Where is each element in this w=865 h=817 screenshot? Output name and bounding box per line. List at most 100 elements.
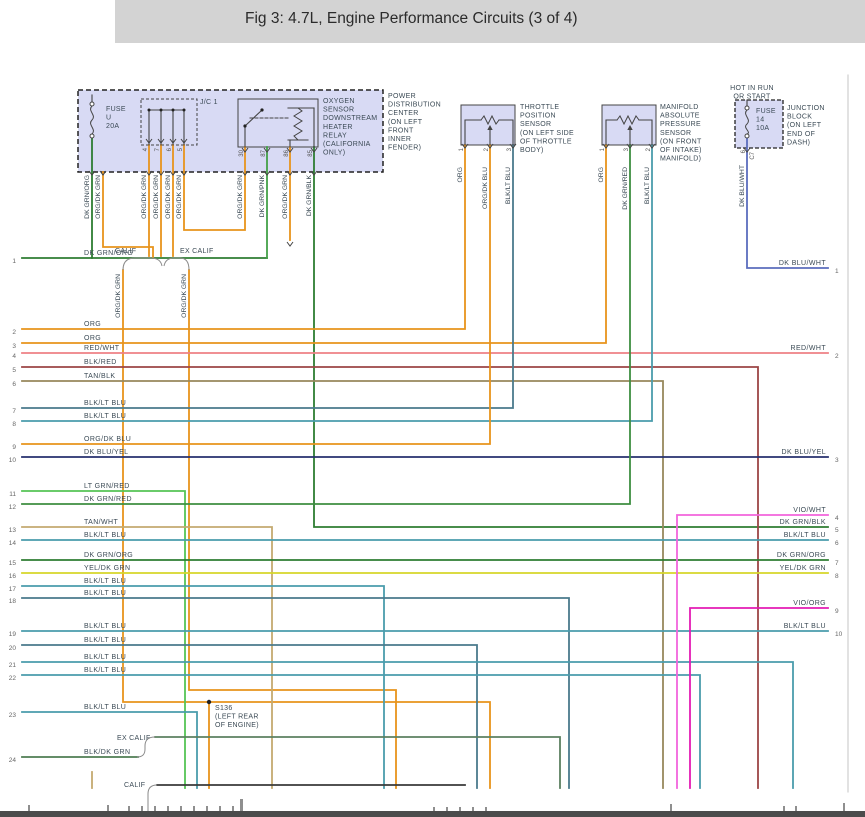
row-number-left: 19 bbox=[9, 631, 17, 638]
fuse-terminal-ring bbox=[89, 101, 95, 107]
wire-label-left: ORG bbox=[84, 321, 101, 328]
wire-label-left: LT GRN/RED bbox=[84, 483, 130, 490]
wire-label-vertical: ORG/DK GRN bbox=[153, 175, 160, 219]
row-number-left: 17 bbox=[9, 586, 17, 593]
wire-row3-org bbox=[21, 144, 607, 344]
row-number-right: 5 bbox=[835, 527, 839, 534]
wire-label-right: DK BLU/WHT bbox=[779, 260, 826, 267]
row-number-left: 9 bbox=[12, 444, 16, 451]
wire-label-left: BLK/LT BLU bbox=[84, 413, 126, 420]
row-number-right: 6 bbox=[835, 540, 839, 547]
row-number-left: 6 bbox=[12, 381, 16, 388]
wire-relay-85-dk-grn-blk bbox=[313, 146, 829, 528]
row-number-left: 16 bbox=[9, 573, 17, 580]
row-number-left: 8 bbox=[12, 421, 16, 428]
wire-label-left: BLK/LT BLU bbox=[84, 400, 126, 407]
row-number-right: 2 bbox=[835, 353, 839, 360]
wire-row9-org-dk-blu bbox=[21, 144, 491, 445]
wire-row5-blk-red bbox=[21, 366, 759, 789]
wire-label-vertical: DK GRN/ORG bbox=[84, 175, 91, 219]
bar-tick bbox=[154, 806, 156, 811]
wire-label-vertical: ORG/DK GRN bbox=[181, 274, 188, 318]
bar-tick bbox=[446, 807, 448, 811]
wire-label-vertical: ORG/DK GRN bbox=[176, 175, 183, 219]
bar-tick bbox=[783, 806, 785, 811]
tps-rail-left bbox=[464, 119, 482, 146]
terminal-arrow-icon bbox=[743, 147, 751, 153]
ex-calif-brace bbox=[163, 257, 190, 271]
bar-tick bbox=[433, 807, 435, 811]
wire-label-vertical: DK GRN/BLK bbox=[306, 175, 313, 217]
row-number-right: 8 bbox=[835, 573, 839, 580]
junction-connector-box bbox=[140, 98, 198, 146]
component-label: CALIF bbox=[124, 782, 145, 789]
wire-label-left: TAN/WHT bbox=[84, 519, 118, 526]
oxygen-sensor-relay-box bbox=[237, 98, 319, 148]
wire-label-vertical: ORG/DK GRN bbox=[115, 274, 122, 318]
row-number-left: 23 bbox=[9, 712, 17, 719]
terminal-arrow-icon bbox=[88, 170, 96, 176]
row-number-left: 12 bbox=[9, 504, 17, 511]
wire-ex-calif-org-dk-grn bbox=[188, 269, 397, 789]
wire-label-right: DK GRN/ORG bbox=[777, 552, 826, 559]
map-resistor-zigzag bbox=[616, 114, 640, 126]
wire-label-right: YEL/DK GRN bbox=[780, 565, 826, 572]
component-label: POWER DISTRIBUTION CENTER (ON LEFT FRONT INNE… bbox=[388, 93, 441, 152]
wire-row13-tan-wht bbox=[21, 526, 273, 789]
bar-tick bbox=[472, 807, 474, 811]
fuse-14-element bbox=[745, 109, 749, 135]
wire-label-vertical: ORG/DK GRN bbox=[237, 175, 244, 219]
fuse-u-element bbox=[90, 105, 94, 135]
wire-ex-calif-dk-grn bbox=[154, 736, 561, 789]
fuse-terminal-ring bbox=[744, 105, 750, 111]
terminal-arrow-icon bbox=[626, 143, 634, 149]
wire-label-right: BLK/LT BLU bbox=[784, 532, 826, 539]
row-number-left: 2 bbox=[12, 329, 16, 336]
row-number-left: 24 bbox=[9, 757, 17, 764]
terminal-arrow-icon bbox=[286, 147, 294, 153]
terminal-arrow-icon bbox=[99, 170, 107, 176]
terminal-arrow-icon bbox=[286, 241, 294, 247]
bar-tick bbox=[28, 805, 30, 811]
wire-vio-wht bbox=[676, 514, 829, 789]
wire-label-left: RED/WHT bbox=[84, 345, 120, 352]
wire-jc-5-to-relay-30 bbox=[183, 144, 246, 231]
wire-row22-blk-lt-blu bbox=[21, 674, 701, 789]
bar-tick bbox=[670, 804, 672, 811]
wire-row12-dk-grn-red bbox=[21, 144, 631, 505]
row-number-left: 21 bbox=[9, 662, 17, 669]
terminal-arrow-icon bbox=[486, 143, 494, 149]
component-label: THROTTLE POSITION SENSOR (ON LEFT SIDE OF TH… bbox=[520, 104, 574, 154]
row-number-left: 4 bbox=[12, 353, 16, 360]
terminal-arrow-icon bbox=[145, 170, 153, 176]
figure-title-bar: Fig 3: 4.7L, Engine Performance Circuits… bbox=[115, 0, 865, 43]
terminal-arrow-icon bbox=[241, 170, 249, 176]
wire-row7-blk-lt-blu bbox=[21, 144, 514, 409]
bar-tick bbox=[795, 806, 797, 811]
wire-row20-blk-lt-blu bbox=[21, 644, 478, 789]
bottom-divider-bar bbox=[0, 811, 865, 817]
bar-tick bbox=[219, 806, 221, 811]
bar-tick bbox=[180, 806, 182, 811]
terminal-arrow-icon bbox=[286, 170, 294, 176]
wire-label-vertical: ORG bbox=[457, 167, 464, 182]
wire-label-vertical: DK BLU/WHT bbox=[739, 165, 746, 207]
row-number-right: 10 bbox=[835, 631, 843, 638]
terminal-number: 3 bbox=[624, 147, 630, 151]
wire-row2-org bbox=[21, 144, 466, 330]
terminal-arrow-icon bbox=[310, 147, 318, 153]
wire-label-vertical: ORG/DK GRN bbox=[95, 175, 102, 219]
wire-label-right: BLK/LT BLU bbox=[784, 623, 826, 630]
wire-label-left: BLK/LT BLU bbox=[84, 578, 126, 585]
junction-block-fuse-box bbox=[734, 99, 784, 149]
bar-tick bbox=[459, 807, 461, 811]
row-number-left: 1 bbox=[12, 258, 16, 265]
bar-tick bbox=[485, 807, 487, 811]
terminal-arrow-icon bbox=[145, 138, 153, 144]
terminal-arrow-icon bbox=[169, 170, 177, 176]
wire-row8-blk-lt-blu bbox=[21, 144, 653, 422]
wire-row18-blk-lt-blu bbox=[21, 597, 570, 789]
wiper-arrow-icon bbox=[627, 125, 633, 130]
